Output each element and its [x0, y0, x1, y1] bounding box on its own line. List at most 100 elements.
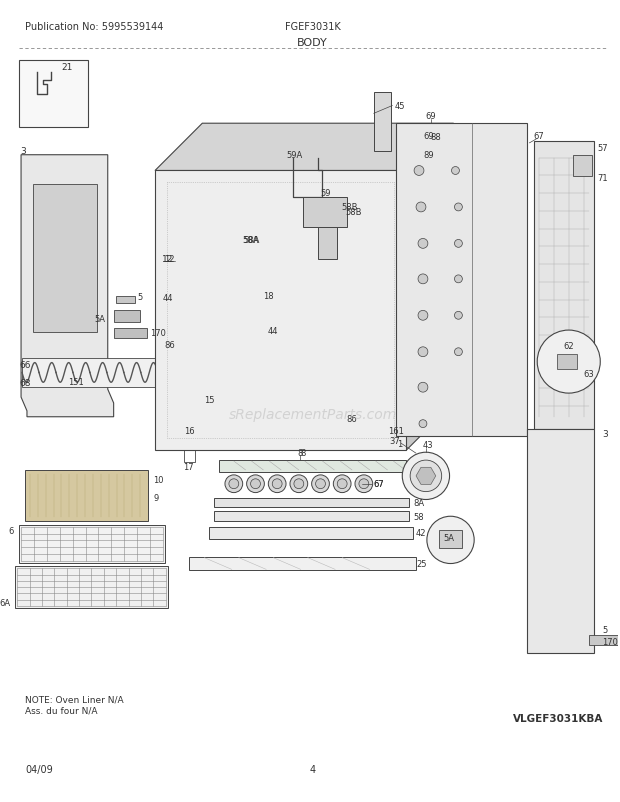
Circle shape — [418, 239, 428, 249]
Text: 25: 25 — [416, 559, 427, 569]
Circle shape — [225, 476, 242, 493]
Text: 69: 69 — [423, 132, 434, 140]
Circle shape — [355, 476, 373, 493]
Polygon shape — [113, 329, 147, 338]
Text: 59A: 59A — [286, 151, 303, 160]
Text: 88: 88 — [430, 132, 441, 141]
Text: 3: 3 — [602, 429, 608, 439]
Circle shape — [454, 204, 463, 212]
Text: sReplacementParts.com: sReplacementParts.com — [229, 407, 397, 421]
Circle shape — [183, 420, 197, 434]
Polygon shape — [557, 354, 577, 370]
Text: 57: 57 — [597, 144, 608, 153]
Polygon shape — [317, 227, 337, 260]
Bar — [19, 61, 88, 128]
Polygon shape — [590, 636, 620, 646]
Text: 151: 151 — [68, 377, 84, 387]
Polygon shape — [406, 124, 453, 451]
Text: 42: 42 — [416, 529, 427, 538]
Text: 12: 12 — [162, 254, 174, 263]
Text: 66: 66 — [19, 361, 30, 370]
Text: 37: 37 — [389, 436, 401, 445]
Polygon shape — [214, 498, 409, 508]
Text: 45: 45 — [394, 102, 405, 111]
Text: 17: 17 — [184, 462, 194, 471]
Bar — [25, 470, 148, 521]
Text: 69: 69 — [425, 111, 436, 120]
Bar — [19, 525, 165, 563]
Text: 161: 161 — [388, 427, 404, 435]
Text: FGEF3031K: FGEF3031K — [285, 22, 340, 32]
Circle shape — [170, 257, 209, 296]
Polygon shape — [534, 142, 595, 429]
Text: 170: 170 — [150, 328, 166, 337]
Circle shape — [418, 383, 428, 393]
Polygon shape — [219, 460, 406, 472]
Text: 67: 67 — [374, 480, 384, 488]
Polygon shape — [21, 156, 113, 417]
Circle shape — [337, 480, 347, 489]
Text: 58A: 58A — [244, 236, 260, 245]
Text: 62: 62 — [564, 342, 574, 351]
Circle shape — [158, 245, 221, 308]
Circle shape — [334, 476, 351, 493]
Text: 58: 58 — [413, 512, 423, 521]
Text: 10: 10 — [153, 476, 164, 484]
Text: 8A: 8A — [413, 498, 424, 508]
Text: Ass. du four N/A: Ass. du four N/A — [25, 706, 97, 715]
Polygon shape — [416, 468, 436, 484]
Polygon shape — [113, 311, 140, 322]
Circle shape — [427, 516, 474, 564]
Text: BODY: BODY — [297, 38, 328, 47]
Bar — [573, 156, 592, 177]
Circle shape — [537, 330, 600, 394]
Text: 4: 4 — [309, 764, 316, 775]
Bar — [33, 185, 97, 333]
Text: 5A: 5A — [95, 314, 106, 323]
Circle shape — [418, 347, 428, 357]
Text: 67: 67 — [534, 132, 544, 140]
Circle shape — [418, 311, 428, 321]
Circle shape — [316, 480, 326, 489]
Text: 8: 8 — [300, 448, 306, 457]
Circle shape — [454, 276, 463, 283]
Text: Publication No: 5995539144: Publication No: 5995539144 — [25, 22, 164, 32]
Circle shape — [272, 480, 282, 489]
Text: 5A: 5A — [443, 534, 454, 543]
Text: 5: 5 — [137, 293, 143, 302]
Text: 16: 16 — [184, 427, 195, 435]
Text: 86: 86 — [347, 415, 357, 423]
Text: 58B: 58B — [346, 208, 362, 217]
Polygon shape — [528, 429, 595, 654]
Circle shape — [359, 480, 369, 489]
Text: 58B: 58B — [342, 203, 358, 213]
Polygon shape — [155, 124, 453, 172]
Text: 89: 89 — [423, 151, 434, 160]
Text: VLGEF3031KBA: VLGEF3031KBA — [513, 713, 603, 723]
Text: 170: 170 — [602, 637, 618, 646]
Text: 67: 67 — [374, 480, 384, 488]
Text: 1: 1 — [397, 439, 402, 448]
Text: 6A: 6A — [0, 598, 10, 608]
Text: 63: 63 — [583, 370, 594, 379]
Text: 68: 68 — [19, 379, 30, 387]
Text: 15: 15 — [204, 395, 215, 404]
Circle shape — [416, 203, 426, 213]
Polygon shape — [115, 296, 135, 304]
Circle shape — [419, 420, 427, 428]
Circle shape — [187, 378, 231, 421]
Text: NOTE: Oven Liner N/A: NOTE: Oven Liner N/A — [25, 695, 123, 704]
Circle shape — [454, 240, 463, 248]
Text: 3: 3 — [20, 147, 26, 156]
Text: 58A: 58A — [242, 236, 259, 245]
Text: 44: 44 — [268, 326, 278, 335]
Circle shape — [197, 387, 221, 411]
Circle shape — [229, 480, 239, 489]
Polygon shape — [396, 124, 528, 437]
Circle shape — [454, 312, 463, 320]
Polygon shape — [155, 172, 406, 451]
Circle shape — [418, 274, 428, 285]
Text: 44: 44 — [162, 294, 173, 302]
Text: 04/09: 04/09 — [25, 764, 53, 775]
Text: 21: 21 — [61, 63, 73, 71]
